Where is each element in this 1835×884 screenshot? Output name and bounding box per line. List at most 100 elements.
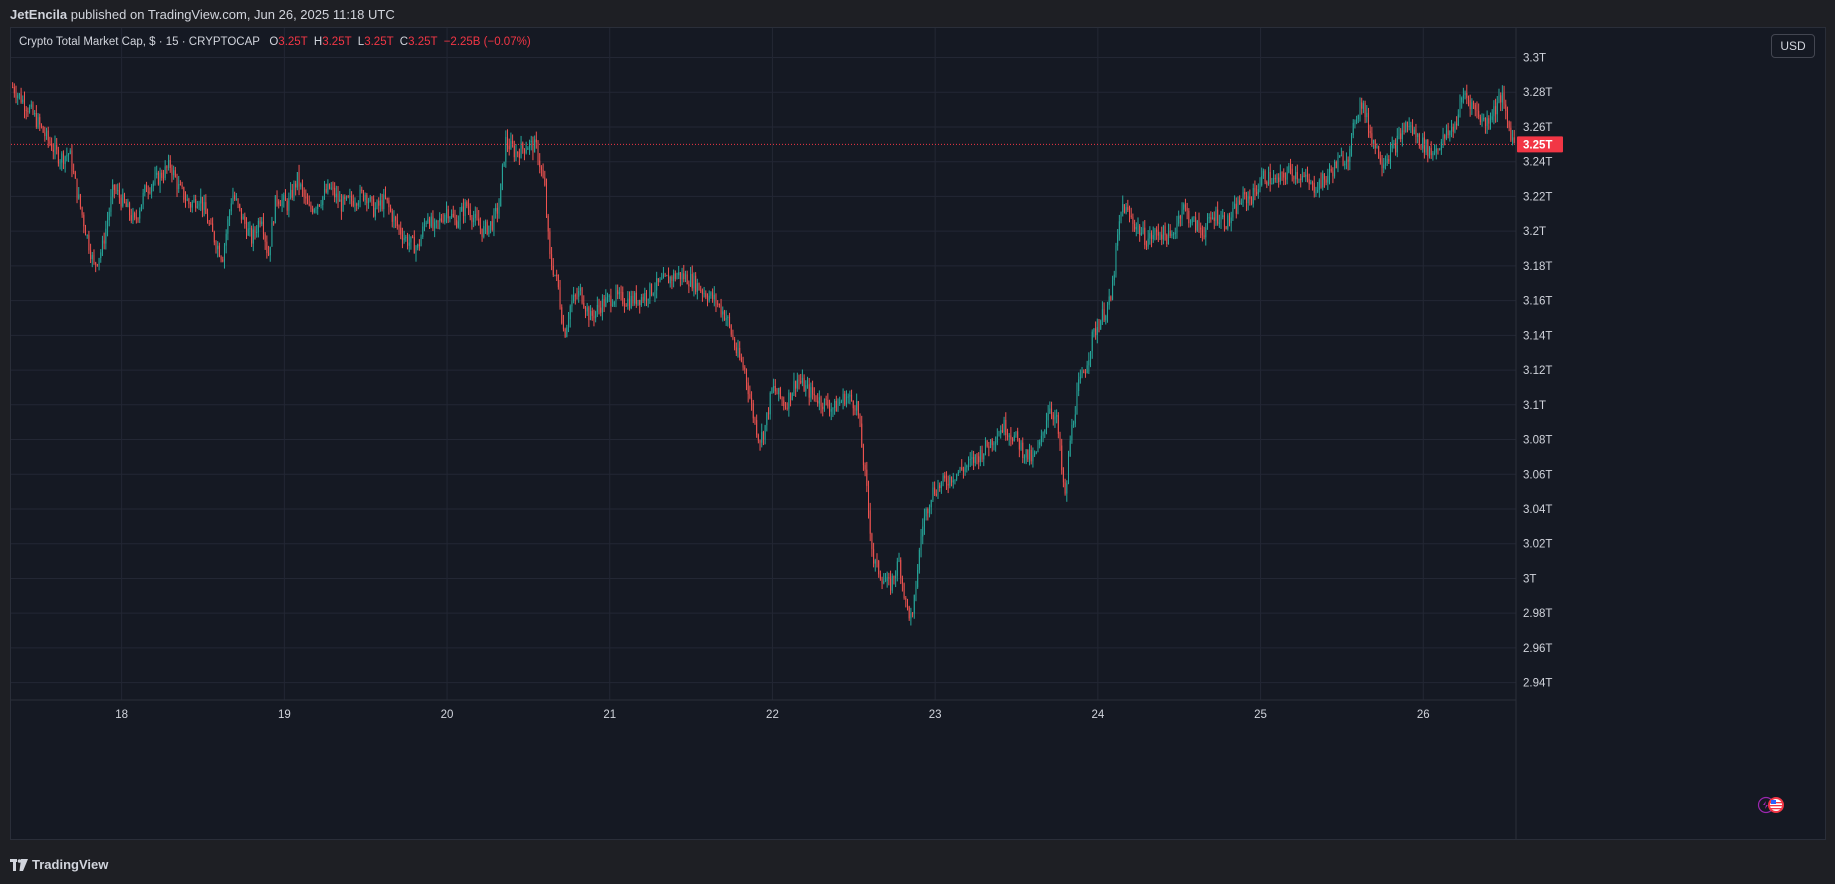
candle-body <box>1345 159 1347 164</box>
candle-body <box>457 221 459 228</box>
y-tick-label: 3.16T <box>1523 296 1552 308</box>
candle-body <box>1084 372 1086 374</box>
candle-body <box>435 220 437 223</box>
candle-body <box>1208 217 1210 219</box>
candle-body <box>706 297 709 301</box>
candle-body <box>1193 217 1195 219</box>
open-value: 3.25T <box>278 36 308 48</box>
candle-body <box>1342 155 1344 166</box>
chart-pane[interactable]: 3.3T 3.28T 3.26T 3.24T 3.22T 3.2T 3.18T 3.16T 3.… <box>10 27 1827 841</box>
candle-body <box>90 250 92 260</box>
us-flag-icon[interactable] <box>1757 796 1787 814</box>
candle-body <box>452 213 454 217</box>
candle-body <box>947 483 949 486</box>
candle-body <box>891 575 893 591</box>
candle-body <box>210 223 212 225</box>
candle-body <box>101 240 103 253</box>
candle-body <box>364 194 366 201</box>
x-tick-label: 20 <box>441 709 454 721</box>
candle-body <box>132 213 134 221</box>
candle-body <box>500 183 502 207</box>
candle-body <box>639 300 641 306</box>
candle-body <box>1379 158 1381 163</box>
candle-body <box>473 218 475 223</box>
candle-body <box>1459 102 1461 115</box>
candle-body <box>600 307 602 313</box>
candle-body <box>1078 379 1080 392</box>
candle-body <box>810 387 812 398</box>
candle-body <box>1513 137 1515 144</box>
candle-body <box>795 381 797 389</box>
candle-body <box>917 569 919 588</box>
candle-body <box>1362 103 1364 109</box>
candle-body <box>196 206 198 208</box>
candle-body <box>584 307 586 312</box>
candle-body <box>283 195 285 200</box>
candle-body <box>830 409 832 412</box>
candle-body <box>1244 192 1246 195</box>
candle-body <box>1281 172 1283 174</box>
candle-body <box>354 204 356 206</box>
candle-body <box>427 218 429 223</box>
candle-body <box>1061 445 1063 471</box>
candle-body <box>1076 391 1078 415</box>
candle-body <box>623 304 625 306</box>
candle-body <box>1318 180 1320 190</box>
candle-body <box>1390 148 1392 162</box>
candle-body <box>935 494 937 496</box>
candle-body <box>262 221 264 235</box>
candle-body <box>57 149 59 164</box>
tradingview-logo[interactable]: TradingView <box>10 857 108 872</box>
candle-body <box>734 339 736 348</box>
candle-body <box>901 577 903 584</box>
candle-body <box>264 234 266 242</box>
candle-body <box>244 216 246 224</box>
candle-body <box>108 211 110 221</box>
candle-body <box>434 222 436 229</box>
candle-body <box>998 434 1000 437</box>
last-price-badge <box>1517 136 1563 153</box>
candle-body <box>490 221 492 226</box>
candle-body <box>1064 482 1066 494</box>
candle-body <box>1044 429 1046 433</box>
candle-body <box>1422 137 1424 149</box>
candle-body <box>1012 438 1014 442</box>
candle-body <box>1366 112 1368 118</box>
symbol-title[interactable]: Crypto Total Market Cap, $ · 15 · CRYPTO… <box>19 36 260 48</box>
currency-button[interactable]: USD <box>1771 34 1815 58</box>
candle-body <box>317 204 319 209</box>
candle-body <box>1378 146 1380 159</box>
candle-body <box>1420 145 1422 149</box>
candle-body <box>995 442 997 444</box>
candle-body <box>1142 227 1144 233</box>
candle-body <box>1188 210 1190 224</box>
candle-body <box>1105 315 1107 321</box>
candle-body <box>44 132 46 137</box>
candle-body <box>100 252 102 259</box>
candle-body <box>1354 122 1356 124</box>
candle-body <box>854 408 856 411</box>
candle-body <box>120 197 122 207</box>
candle-body <box>540 167 542 170</box>
candle-body <box>156 172 158 175</box>
candle-body <box>1147 238 1149 247</box>
author-name[interactable]: JetEncila <box>10 7 68 22</box>
candle-body <box>813 393 815 396</box>
candle-body <box>769 392 771 415</box>
candle-body <box>1013 435 1015 442</box>
candle-body <box>425 222 427 224</box>
candle-body <box>1139 225 1141 236</box>
candle-body <box>1322 173 1324 188</box>
candle-body <box>627 298 629 307</box>
candle-body <box>703 293 705 295</box>
candle-body <box>681 273 683 280</box>
candle-body <box>1239 200 1241 204</box>
candle-body <box>476 213 478 219</box>
candle-body <box>246 223 248 236</box>
candle-body <box>1228 215 1231 224</box>
candle-body <box>222 259 224 262</box>
price-chart[interactable]: 3.3T 3.28T 3.26T 3.24T 3.22T 3.2T 3.18T 3.16T 3.… <box>11 28 1827 841</box>
candle-body <box>768 412 770 415</box>
candle-body <box>751 397 753 404</box>
candle-body <box>1171 233 1173 236</box>
